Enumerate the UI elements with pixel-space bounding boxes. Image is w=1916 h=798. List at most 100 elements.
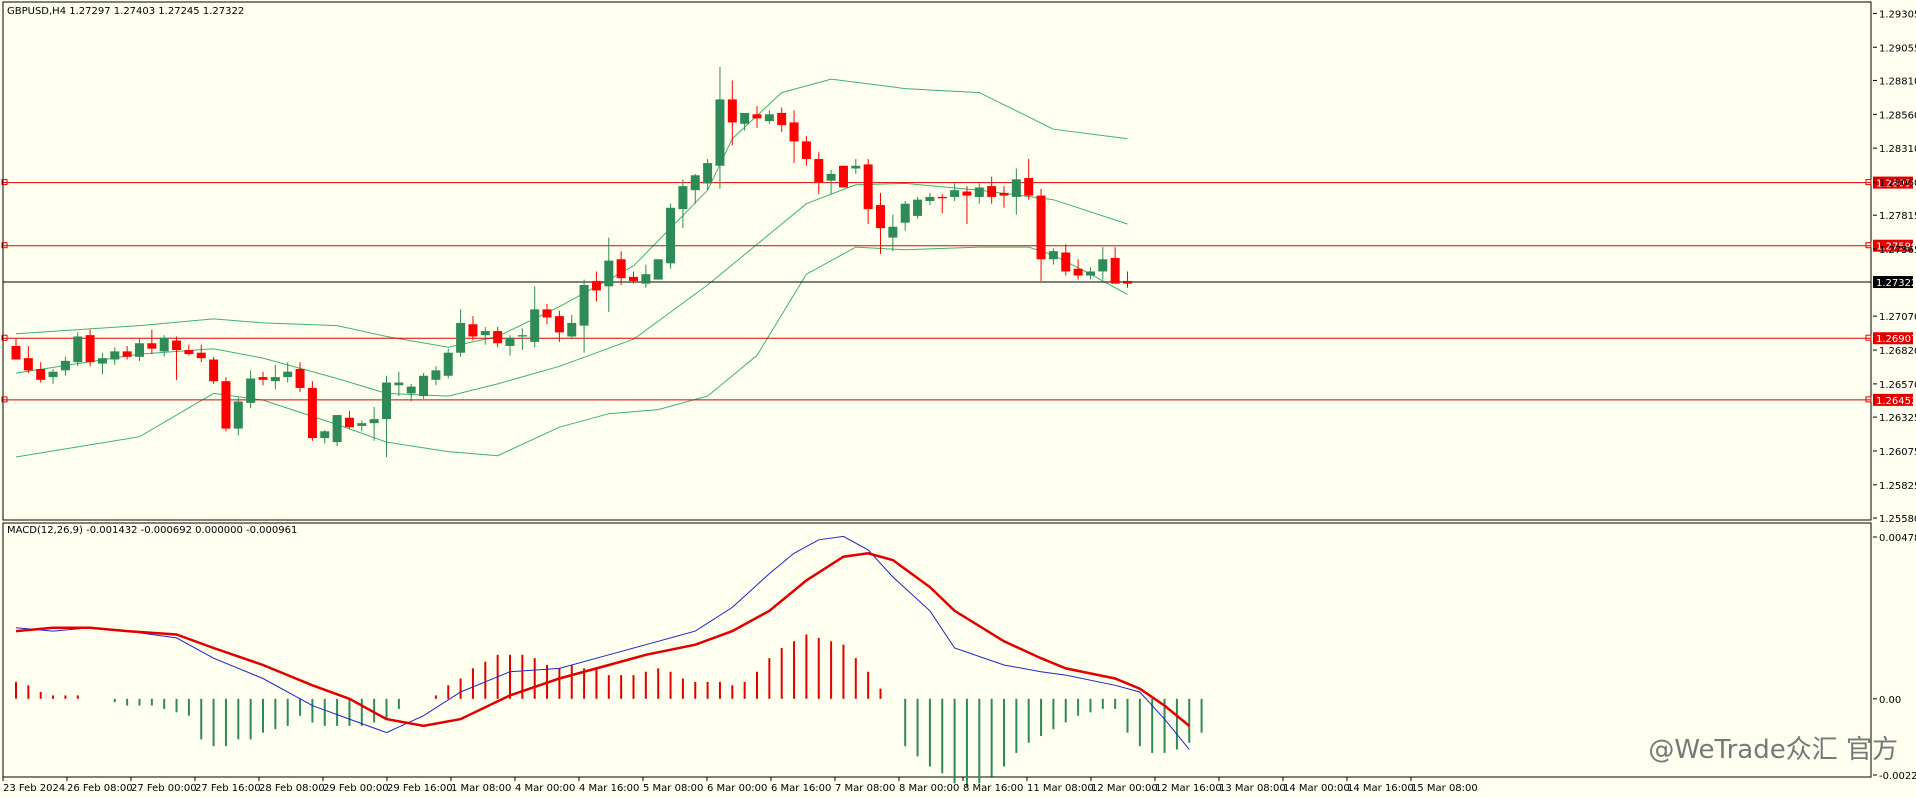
level-price-tag [1873, 239, 1913, 252]
candle-body [999, 192, 1009, 196]
candle-body [789, 122, 799, 142]
time-tick-label: 6 Mar 00:00 [707, 783, 767, 794]
candle-body [591, 280, 601, 291]
candle-body [814, 159, 824, 183]
price-tick-label: 1.25580 [1879, 514, 1916, 525]
candle-body [950, 190, 960, 197]
candle-body [23, 358, 33, 371]
macd-tick-label: 0.00 [1879, 695, 1901, 706]
candle-body [48, 371, 58, 378]
candle-body [246, 378, 256, 403]
candle-body [1123, 280, 1132, 284]
level-handle-right [1865, 396, 1872, 403]
candle-body [443, 352, 453, 376]
candle-body [233, 401, 243, 429]
price-tick-label: 1.28310 [1879, 144, 1916, 155]
candlesticks [11, 66, 1132, 458]
candle-body [764, 114, 774, 122]
candle-body [653, 259, 663, 280]
bollinger-lower [15, 246, 1128, 458]
candle-body [196, 352, 206, 359]
bollinger-middle [15, 182, 1128, 397]
price-tick-label: 1.28560 [1879, 110, 1916, 121]
time-tick-label: 5 Mar 08:00 [643, 783, 703, 794]
macd-main-line [15, 535, 1190, 750]
candle-body [369, 419, 379, 424]
time-tick-label: 12 Mar 16:00 [1155, 783, 1222, 794]
price-tick-label: 1.26075 [1879, 447, 1916, 458]
price-tick-label: 1.29055 [1879, 43, 1916, 54]
price-tick-label: 1.27815 [1879, 211, 1916, 222]
candle-body [900, 203, 910, 223]
candle-body [1048, 251, 1058, 260]
candle-body [307, 387, 317, 439]
level-handle-right [1865, 242, 1872, 249]
candle-body [1061, 252, 1071, 272]
candle-body [270, 377, 280, 382]
time-tick-label: 27 Feb 00:00 [131, 783, 197, 794]
macd-lines [15, 535, 1191, 750]
macd-tick-label: -0.002252 [1879, 771, 1916, 782]
time-tick-label: 26 Feb 08:00 [67, 783, 133, 794]
candle-body [493, 331, 503, 344]
level-handle-left [1, 242, 8, 249]
time-tick-label: 7 Mar 08:00 [835, 783, 895, 794]
candle-body [135, 343, 144, 357]
candle-body [1110, 257, 1120, 284]
candle-body [863, 164, 873, 210]
level-handle-left [1, 179, 8, 186]
candle-body [480, 331, 490, 336]
time-tick-label: 1 Mar 08:00 [451, 783, 511, 794]
candle-body [344, 417, 354, 428]
candle-body [777, 112, 787, 126]
macd-title: MACD(12,26,9) -0.001432 -0.000692 0.0000… [7, 525, 297, 536]
price-panel[interactable]: GBPUSD,H4 1.27297 1.27403 1.27245 1.2732… [1, 1, 1872, 521]
time-tick-label: 14 Mar 16:00 [1347, 783, 1414, 794]
candle-body [258, 377, 268, 380]
time-tick-label: 29 Feb 00:00 [323, 783, 389, 794]
chart-title: GBPUSD,H4 1.27297 1.27403 1.27245 1.2732… [7, 6, 244, 17]
candle-body [159, 337, 169, 352]
candle-body [913, 199, 923, 216]
candle-body [715, 99, 725, 166]
macd-tick-label: 0.004782 [1879, 533, 1916, 544]
candle-body [1011, 179, 1021, 197]
candle-body [530, 309, 540, 342]
candle-body [690, 175, 700, 191]
candle-body [295, 368, 305, 388]
price-tick-label: 1.27070 [1879, 312, 1916, 323]
watermark: @WeTrade众汇 官方 [1648, 735, 1898, 765]
candle-body [110, 351, 120, 360]
candle-body [567, 322, 577, 337]
candle-body [382, 382, 391, 420]
macd-histogram [15, 634, 1203, 787]
candle-body [1073, 268, 1083, 276]
candle-body [703, 163, 713, 184]
level-price-label: 1.26907 [1876, 334, 1916, 345]
candle-body [172, 340, 182, 351]
time-tick-label: 12 Mar 00:00 [1091, 783, 1158, 794]
candle-body [727, 99, 737, 123]
level-price-label: 1.27590 [1876, 242, 1916, 253]
candle-body [456, 322, 466, 353]
candle-body [406, 386, 416, 394]
candle-body [517, 335, 527, 337]
time-tick-label: 29 Feb 16:00 [387, 783, 453, 794]
time-tick-label: 8 Mar 00:00 [899, 783, 959, 794]
candle-body [604, 260, 614, 287]
candle-body [616, 259, 626, 279]
candle-body [925, 196, 935, 202]
price-tick-label: 1.25825 [1879, 481, 1916, 492]
candle-body [357, 423, 367, 426]
time-tick-label: 6 Mar 16:00 [771, 783, 831, 794]
level-handle-left [1, 396, 8, 403]
candle-body [838, 165, 848, 188]
candle-body [1085, 271, 1095, 276]
price-tick-label: 1.28060 [1879, 178, 1916, 189]
macd-panel[interactable]: MACD(12,26,9) -0.001432 -0.000692 0.0000… [2, 522, 1872, 787]
candle-body [641, 274, 651, 284]
candle-body [147, 343, 157, 349]
